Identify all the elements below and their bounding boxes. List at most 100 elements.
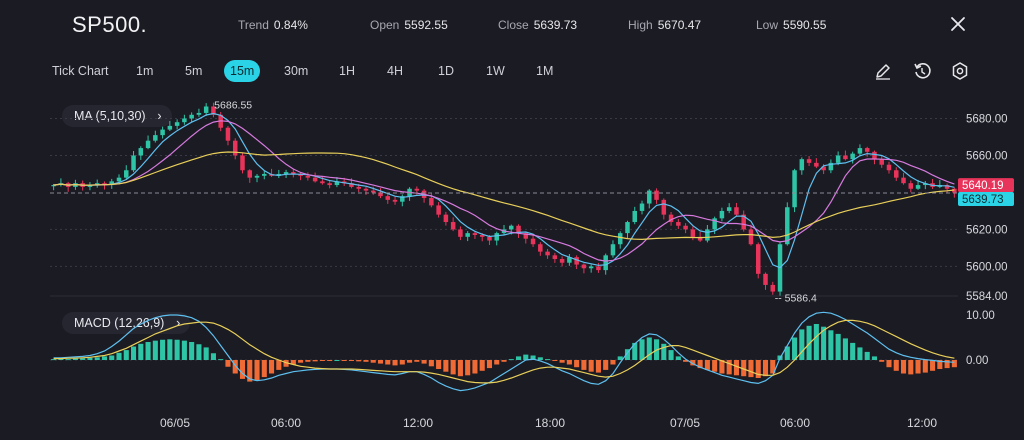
macd-histogram-bar <box>392 360 398 366</box>
macd-histogram-bar <box>704 360 710 370</box>
macd-histogram-bar <box>806 325 812 360</box>
settings-icon[interactable] <box>950 61 970 81</box>
macd-histogram-bar <box>72 358 78 360</box>
macd-histogram-bar <box>101 356 108 360</box>
macd-histogram-bar <box>450 360 456 375</box>
macd-histogram-bar <box>501 360 507 362</box>
candle-body <box>923 183 928 186</box>
tab-30m[interactable]: 30m <box>284 64 309 78</box>
macd-histogram-bar <box>712 360 718 372</box>
macd-histogram-bar <box>842 338 848 360</box>
macd-histogram-bar <box>675 356 681 360</box>
candle-body <box>857 148 863 154</box>
macd-histogram-bar <box>922 360 928 373</box>
macd-histogram-bar <box>479 360 485 371</box>
macd-histogram-bar <box>871 356 878 360</box>
trend-label: Trend <box>238 18 269 32</box>
candle-body <box>755 244 761 274</box>
macd-histogram-bar <box>247 360 253 382</box>
macd-histogram-bar <box>915 360 921 374</box>
macd-histogram-bar <box>196 344 202 360</box>
candle-body <box>872 151 877 160</box>
time-tick-label: 12:00 <box>907 416 937 430</box>
symbol-title: SP500. <box>72 12 148 37</box>
macd-histogram-bar <box>741 360 747 377</box>
tab-15m[interactable]: 15m <box>224 60 261 82</box>
macd-histogram-bar <box>319 360 325 361</box>
macd-histogram-bar <box>661 343 667 360</box>
candle-body <box>574 257 579 265</box>
macd-histogram-bar <box>160 339 166 360</box>
macd-histogram-bar <box>327 360 333 361</box>
candle-body <box>320 181 325 184</box>
candle-body <box>676 222 681 226</box>
macd-histogram-bar <box>850 342 856 360</box>
ma-indicator-pill[interactable]: MA (5,10,30) › <box>62 105 172 127</box>
macd-indicator-pill[interactable]: MACD (12,26,9) › <box>62 312 191 334</box>
macd-histogram-bar <box>588 360 594 372</box>
candle-body <box>80 183 85 187</box>
macd-histogram-bar <box>654 339 660 360</box>
tab-1w[interactable]: 1W <box>486 64 505 78</box>
candle-body <box>479 234 485 237</box>
candle-body <box>785 207 790 245</box>
close-icon[interactable] <box>948 14 968 34</box>
high-label: High <box>628 18 653 32</box>
candle-body <box>494 233 499 241</box>
open-stat: Open 5592.55 <box>370 18 448 32</box>
candle-body <box>501 229 507 234</box>
macd-histogram-bar <box>116 352 122 360</box>
tab-5m[interactable]: 5m <box>185 64 203 78</box>
macd-histogram-bar <box>414 360 420 362</box>
candle-body <box>472 233 478 235</box>
macd-histogram-bar <box>646 337 652 360</box>
macd-histogram-bar <box>610 360 616 365</box>
macd-histogram-bar <box>566 360 572 365</box>
candle-body <box>552 255 558 260</box>
candle-body <box>559 259 565 263</box>
macd-histogram-bar <box>58 358 64 360</box>
candle-body <box>661 199 667 215</box>
candle-body <box>283 172 289 174</box>
candle-body <box>487 236 492 241</box>
macd-histogram-bar <box>80 358 86 360</box>
candle-body <box>915 185 921 189</box>
close-price-tag <box>958 191 1014 206</box>
macd-histogram-bar <box>770 360 776 374</box>
macd-histogram-bar <box>900 360 907 374</box>
macd-histogram-bar <box>407 360 413 363</box>
macd-histogram-bar <box>363 360 369 362</box>
candle-body <box>182 118 187 123</box>
candle-body <box>254 175 260 178</box>
candle-body <box>116 177 122 182</box>
high-stat: High 5670.47 <box>628 18 701 32</box>
tab-1h[interactable]: 1H <box>339 64 355 78</box>
tab-1m[interactable]: 1m <box>136 64 154 78</box>
candle-body <box>763 273 768 285</box>
candle-body <box>436 205 441 215</box>
reset-icon[interactable] <box>912 61 932 81</box>
time-tick-label: 06/05 <box>160 416 190 430</box>
tick-chart-button[interactable]: Tick Chart <box>52 64 109 78</box>
macd-histogram-bar <box>218 359 224 361</box>
macd-histogram-bar <box>668 350 674 360</box>
candle-body <box>821 166 826 171</box>
header-bar: SP500. Trend 0.84% Open 5592.55 Close 5639.… <box>0 0 1024 50</box>
macd-histogram-bar <box>886 360 892 368</box>
candle-body <box>153 135 158 141</box>
candle-body <box>327 183 332 186</box>
low-value: 5590.55 <box>783 18 827 32</box>
draw-icon[interactable] <box>873 61 893 81</box>
candle-body <box>901 177 906 184</box>
macd-histogram-bar <box>581 360 587 370</box>
tab-1m-month[interactable]: 1M <box>536 64 554 78</box>
candle-body <box>632 210 638 223</box>
tab-1d[interactable]: 1D <box>438 64 454 78</box>
macd-histogram-bar <box>690 360 696 366</box>
tab-4h[interactable]: 4H <box>387 64 403 78</box>
ma5-line <box>53 112 955 269</box>
close-value: 5639.73 <box>533 18 578 32</box>
macd-histogram-bar <box>944 360 950 369</box>
candle-body <box>538 244 543 252</box>
candle-body <box>610 244 616 256</box>
